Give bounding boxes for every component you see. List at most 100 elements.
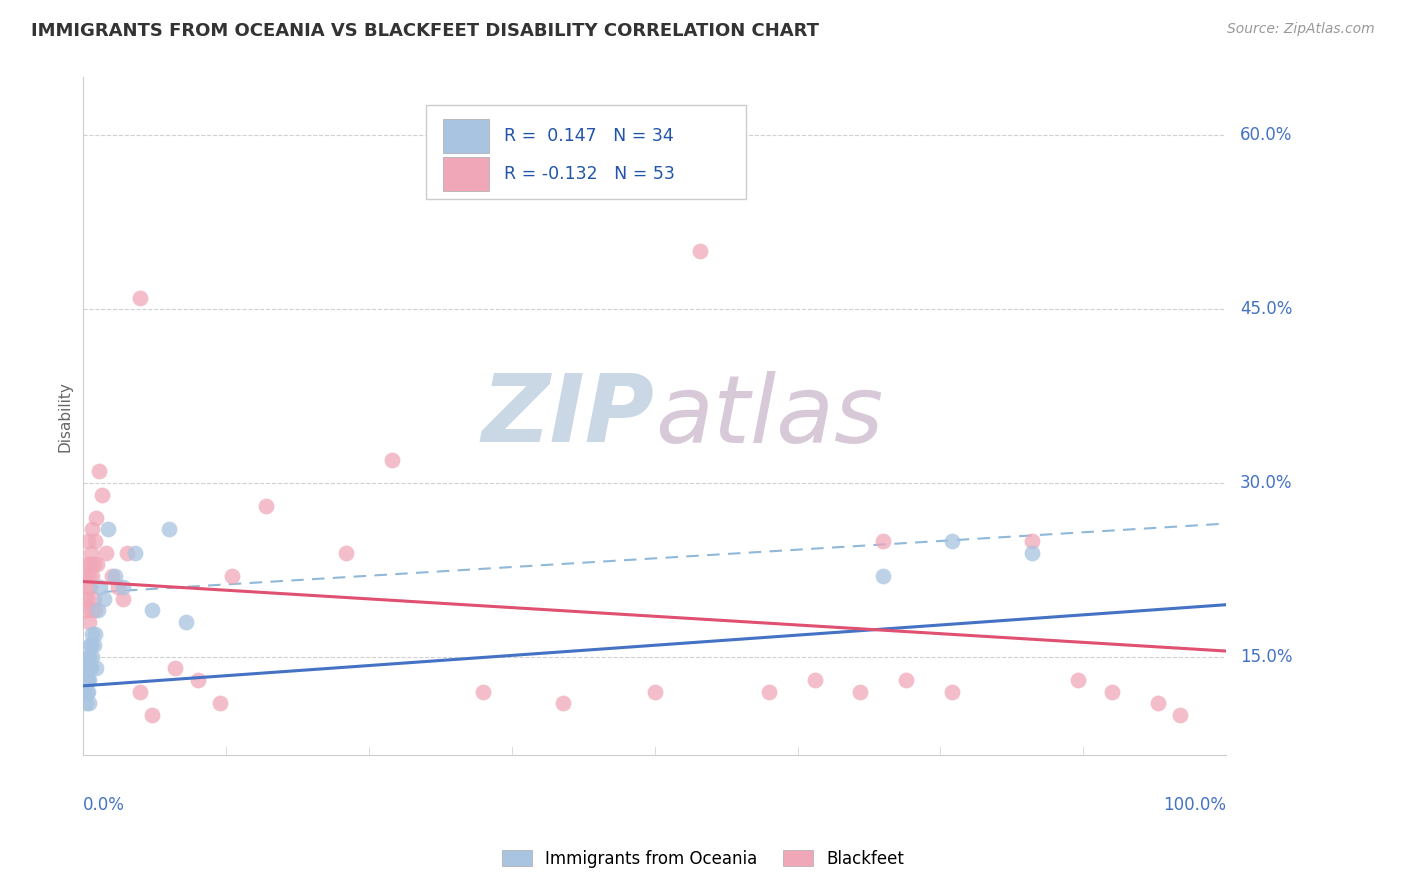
Point: [941, 533, 963, 548]
Point: [83, 626, 105, 640]
Point: [104, 568, 127, 582]
Point: [76, 580, 98, 594]
FancyBboxPatch shape: [443, 157, 489, 191]
Point: [896, 673, 918, 687]
Point: [97, 522, 120, 536]
Point: [77, 696, 100, 710]
Point: [254, 499, 277, 513]
Point: [83, 638, 105, 652]
Point: [75, 696, 97, 710]
Text: R =  0.147   N = 34: R = 0.147 N = 34: [503, 128, 673, 145]
Point: [84, 510, 107, 524]
Text: 0.0%: 0.0%: [83, 796, 125, 814]
Point: [79, 638, 101, 652]
Y-axis label: Disability: Disability: [58, 381, 72, 452]
Point: [157, 522, 180, 536]
Point: [112, 591, 135, 606]
Point: [80, 545, 103, 559]
Point: [83, 533, 105, 548]
Text: 100.0%: 100.0%: [1163, 796, 1226, 814]
Point: [80, 638, 103, 652]
Point: [174, 615, 197, 629]
Point: [112, 580, 135, 594]
Point: [75, 673, 97, 687]
Point: [849, 684, 872, 698]
Text: 15.0%: 15.0%: [1240, 648, 1292, 665]
Point: [90, 488, 112, 502]
Point: [209, 696, 232, 710]
Point: [73, 684, 96, 698]
Text: atlas: atlas: [655, 371, 883, 462]
Text: R = -0.132   N = 53: R = -0.132 N = 53: [503, 165, 675, 184]
Point: [76, 673, 98, 687]
Point: [758, 684, 780, 698]
Point: [1021, 545, 1043, 559]
Point: [141, 603, 163, 617]
Point: [76, 533, 98, 548]
Point: [76, 661, 98, 675]
Point: [689, 244, 711, 259]
Point: [129, 291, 152, 305]
Point: [79, 580, 101, 594]
Point: [76, 684, 98, 698]
Point: [75, 568, 97, 582]
Point: [221, 568, 243, 582]
Text: 30.0%: 30.0%: [1240, 474, 1292, 492]
Point: [79, 557, 101, 571]
Point: [76, 673, 98, 687]
Point: [93, 591, 115, 606]
FancyBboxPatch shape: [443, 120, 489, 153]
Point: [80, 603, 103, 617]
Point: [644, 684, 666, 698]
Point: [94, 545, 117, 559]
Point: [77, 615, 100, 629]
Point: [82, 626, 104, 640]
Point: [77, 649, 100, 664]
Point: [73, 591, 96, 606]
Point: [872, 568, 894, 582]
Point: [87, 603, 110, 617]
Point: [75, 603, 97, 617]
Point: [803, 673, 825, 687]
Point: [84, 661, 107, 675]
Point: [77, 568, 100, 582]
Point: [76, 557, 98, 571]
Point: [941, 684, 963, 698]
Point: [101, 568, 124, 582]
Point: [115, 545, 138, 559]
Point: [335, 545, 357, 559]
Text: ZIP: ZIP: [482, 370, 655, 462]
Point: [129, 684, 152, 698]
Point: [1021, 533, 1043, 548]
Point: [1170, 707, 1192, 722]
Text: IMMIGRANTS FROM OCEANIA VS BLACKFEET DISABILITY CORRELATION CHART: IMMIGRANTS FROM OCEANIA VS BLACKFEET DIS…: [31, 22, 818, 40]
Point: [1066, 673, 1088, 687]
Point: [77, 673, 100, 687]
Point: [76, 591, 98, 606]
Point: [872, 533, 894, 548]
FancyBboxPatch shape: [426, 104, 747, 200]
Point: [187, 673, 209, 687]
Point: [553, 696, 575, 710]
Legend: Immigrants from Oceania, Blackfeet: Immigrants from Oceania, Blackfeet: [495, 844, 911, 875]
Point: [83, 591, 105, 606]
Point: [1101, 684, 1123, 698]
Text: Source: ZipAtlas.com: Source: ZipAtlas.com: [1227, 22, 1375, 37]
Point: [86, 557, 108, 571]
Point: [82, 649, 104, 664]
Text: 45.0%: 45.0%: [1240, 301, 1292, 318]
Point: [124, 545, 146, 559]
Point: [163, 661, 186, 675]
Point: [89, 465, 111, 479]
Point: [82, 568, 104, 582]
Point: [82, 522, 104, 536]
Point: [107, 580, 129, 594]
Text: 60.0%: 60.0%: [1240, 127, 1292, 145]
Point: [83, 603, 105, 617]
Point: [76, 649, 98, 664]
Point: [141, 707, 163, 722]
Point: [89, 580, 111, 594]
Point: [472, 684, 495, 698]
Point: [1146, 696, 1168, 710]
Point: [83, 557, 105, 571]
